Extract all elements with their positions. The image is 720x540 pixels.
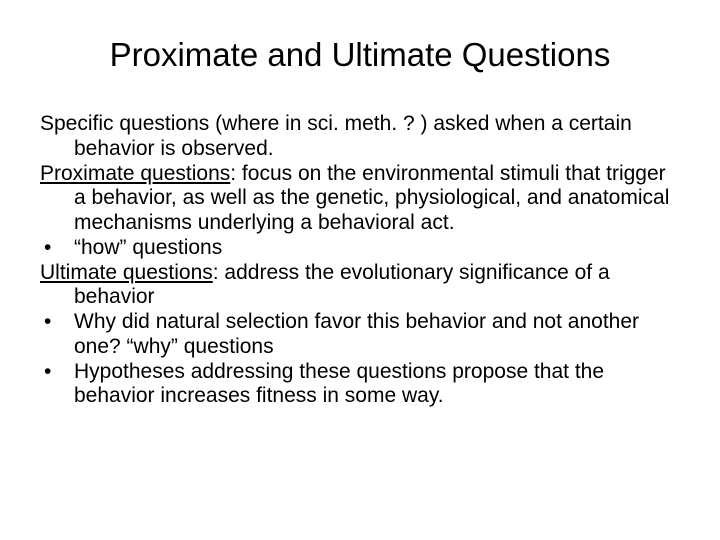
slide-title: Proximate and Ultimate Questions <box>40 36 680 74</box>
slide-body: Specific questions (where in sci. meth. … <box>40 112 680 409</box>
body-bullet: Why did natural selection favor this beh… <box>40 310 680 360</box>
underlined-term: Ultimate questions <box>40 261 213 284</box>
body-paragraph: Ultimate questions: address the evolutio… <box>40 261 680 311</box>
bullet-text: “how” questions <box>74 236 222 259</box>
slide: Proximate and Ultimate Questions Specifi… <box>0 0 720 540</box>
bullet-text: Hypotheses addressing these questions pr… <box>74 360 604 408</box>
bullet-text: Why did natural selection favor this beh… <box>74 310 639 358</box>
body-bullet: Hypotheses addressing these questions pr… <box>40 360 680 410</box>
body-paragraph: Specific questions (where in sci. meth. … <box>40 112 680 162</box>
paragraph-text: Specific questions (where in sci. meth. … <box>40 112 632 160</box>
underlined-term: Proximate questions <box>40 162 230 185</box>
body-paragraph: Proximate questions: focus on the enviro… <box>40 162 680 236</box>
body-bullet: “how” questions <box>40 236 680 261</box>
